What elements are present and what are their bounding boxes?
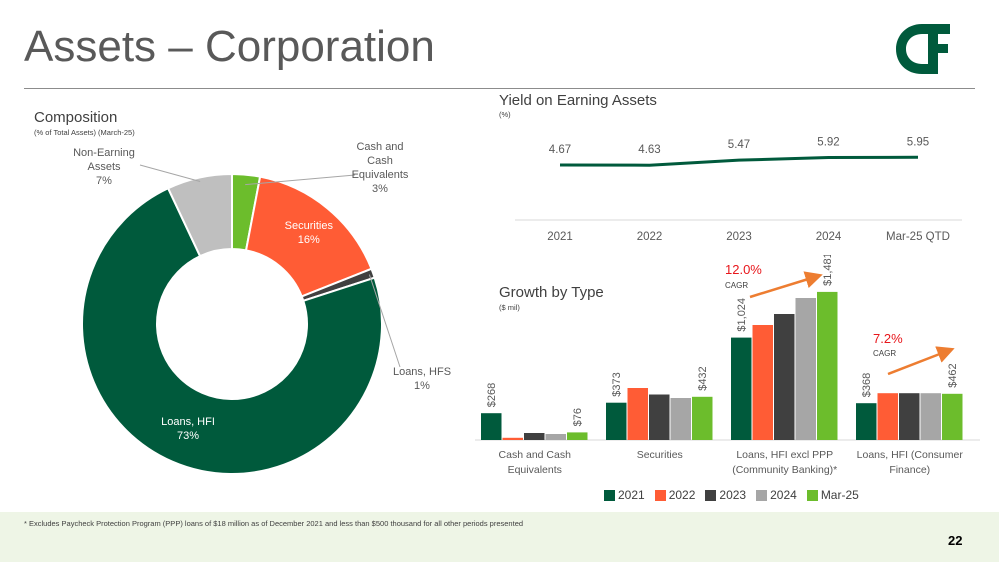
yield-data-label: 4.67 <box>549 144 571 156</box>
leader-line-nonearning <box>139 164 201 182</box>
bar-data-label: $462 <box>947 363 959 387</box>
legend-label: Mar-25 <box>820 488 859 502</box>
yield-data-label: 5.47 <box>728 139 750 151</box>
yield-data-label: 5.92 <box>817 136 839 148</box>
growth-title: Growth by Type <box>499 284 604 301</box>
yield-title: Yield on Earning Assets <box>499 92 657 109</box>
bar-0-0 <box>481 413 502 440</box>
cagr-label-consumer: CAGR <box>873 349 897 358</box>
yield-subtitle: (%) <box>499 110 511 119</box>
bar-2-0 <box>731 337 752 440</box>
bar-3-0 <box>856 403 877 440</box>
bar-category-label: Securities <box>637 449 683 461</box>
cagr-arrow-consumer <box>887 346 955 376</box>
bar-1-4 <box>692 396 713 440</box>
cagr-percent-community: 12.0% <box>725 262 762 277</box>
bar-1-3 <box>670 398 691 440</box>
legend-swatch <box>604 489 615 501</box>
cf-logo: & <box>896 24 950 74</box>
bar-2-1 <box>752 325 773 440</box>
legend-label: 2023 <box>719 488 747 502</box>
bar-3-2 <box>899 393 920 440</box>
bar-1-1 <box>627 388 648 440</box>
yield-x-tick: 2022 <box>637 231 663 243</box>
legend-item: 2023 <box>705 488 746 502</box>
donut-label-securities: Securities 16% <box>285 220 334 246</box>
yield-line-chart: 4.67 4.63 5.47 5.92 5.95 2021 2022 2023 2024 Mar-… <box>515 136 962 243</box>
cagr-arrow-community <box>749 271 823 299</box>
bar-data-label: $268 <box>486 383 498 407</box>
legend-swatch <box>756 489 768 501</box>
donut-label-nonearning: Non-Earning Assets 7% <box>73 147 135 187</box>
donut-slice-4 <box>166 172 233 258</box>
donut-slice-3 <box>81 186 383 475</box>
bar-data-label: $368 <box>861 373 873 397</box>
bar-category-label: Loans, HFI excl PPP (Community Banking)* <box>732 449 837 476</box>
svg-text:&: & <box>909 44 918 59</box>
bar-0-3 <box>545 434 566 440</box>
legend-label: 2024 <box>770 488 797 502</box>
bar-data-label: $432 <box>697 366 709 390</box>
bar-3-4 <box>942 393 963 440</box>
bar-category-label: Cash and Cash Equivalents <box>499 449 572 476</box>
composition-donut-chart: Cash and Cash Equivalents 3% Securities 16% Lo… <box>73 141 451 475</box>
bar-2-2 <box>774 314 795 440</box>
bar-1-2 <box>649 394 670 440</box>
yield-x-tick: Mar-25 QTD <box>886 231 950 243</box>
bar-0-2 <box>524 433 545 440</box>
bar-data-label: $373 <box>611 372 623 396</box>
legend-item: 2024 <box>756 488 797 502</box>
cagr-percent-consumer: 7.2% <box>873 331 903 346</box>
bar-2-4 <box>817 291 838 440</box>
bar-3-3 <box>920 393 941 440</box>
legend-label: 2022 <box>668 488 696 502</box>
leader-line-hfs <box>368 274 401 368</box>
bar-data-label: $76 <box>572 408 584 426</box>
page-number: 22 <box>948 533 963 548</box>
legend-label: 2021 <box>618 488 645 502</box>
yield-x-tick: 2023 <box>726 231 752 243</box>
legend-item: Mar-25 <box>806 488 859 502</box>
donut-label-cash: Cash and Cash Equivalents 3% <box>352 141 409 195</box>
yield-series-line <box>559 155 919 167</box>
legend-item: 2022 <box>654 488 696 502</box>
cagr-arrows <box>749 271 955 376</box>
cagr-label-community: CAGR <box>725 281 749 290</box>
title-divider <box>24 88 975 89</box>
yield-data-label: 4.63 <box>638 144 660 156</box>
composition-title: Composition <box>34 109 118 126</box>
bar-0-1 <box>502 437 523 440</box>
leader-line-cash <box>245 174 356 186</box>
bar-data-label: $1,024 <box>736 298 748 332</box>
bar-2-3 <box>795 298 816 440</box>
legend-swatch <box>654 489 666 501</box>
bar-0-4 <box>567 432 588 440</box>
footnote: * Excludes Paycheck Protection Program (… <box>24 519 524 528</box>
footer-band <box>0 512 999 562</box>
bar-3-1 <box>877 393 898 440</box>
bar-data-label: $1,481 <box>822 255 834 286</box>
yield-x-tick: 2021 <box>547 231 573 243</box>
page-title: Assets – Corporation <box>24 22 435 71</box>
legend-swatch <box>705 489 717 501</box>
donut-label-hfs: Loans, HFS 1% <box>393 366 451 392</box>
composition-subtitle: (% of Total Assets) (March-25) <box>34 128 135 137</box>
legend-swatch <box>806 489 818 501</box>
legend-item: 2021 <box>604 488 645 502</box>
growth-subtitle: ($ mil) <box>499 303 520 312</box>
donut-label-hfi: Loans, HFI 73% <box>161 416 215 442</box>
growth-bar-chart: $268 $76 $373 $432 $1,024 $1,481 $368 $462 Cash … <box>475 255 980 476</box>
bar-1-0 <box>606 402 627 440</box>
bar-category-label: Loans, HFI (Consumer Finance) <box>857 449 964 476</box>
yield-x-tick: 2024 <box>816 231 842 243</box>
growth-legend: 2021 2022 2023 2024 Mar-25 <box>604 488 859 502</box>
yield-data-label: 5.95 <box>907 136 929 148</box>
